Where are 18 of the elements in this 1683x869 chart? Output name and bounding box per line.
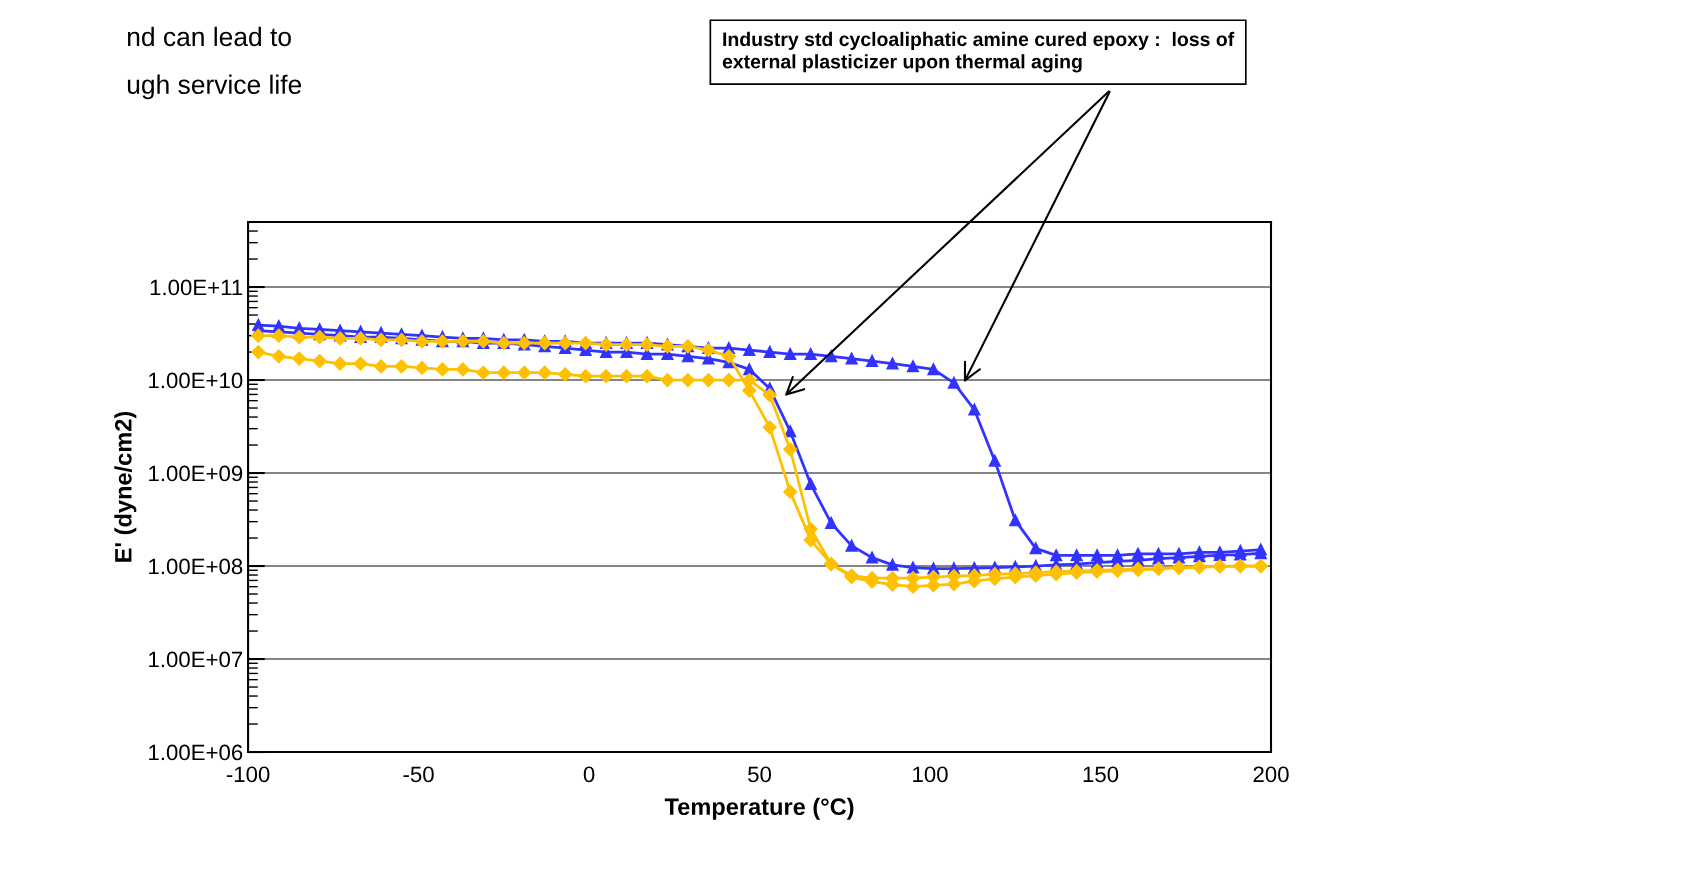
text: Industry std cycloaliphatic amine cured epoxy : loss of external plasticizer upon thermal aging [722, 31, 1235, 73]
x-tick-label: -100 [226, 766, 270, 783]
y-axis-title: E' (dyne/cm2) [114, 411, 137, 562]
y-tick-label: 1.00E+10 [149, 372, 243, 389]
x-axis-title: Temperature (°C) [664, 797, 854, 820]
x-tick-label: 150 [1083, 766, 1119, 783]
y-tick-label: 1.00E+11 [150, 279, 243, 296]
text: ugh service life [127, 74, 302, 100]
y-tick-label: 1.00E+06 [149, 744, 243, 761]
text: nd can lead to [127, 26, 291, 47]
x-tick-label: 200 [1253, 766, 1289, 783]
x-tick-label: 50 [748, 766, 772, 783]
x-tick-label: -50 [403, 766, 434, 783]
x-tick-label: 0 [583, 766, 595, 783]
y-tick-label: 1.00E+08 [149, 558, 243, 575]
x-tick-label: 100 [913, 766, 948, 783]
y-tick-label: 1.00E+07 [149, 651, 243, 668]
y-tick-label: 1.00E+09 [149, 465, 243, 482]
